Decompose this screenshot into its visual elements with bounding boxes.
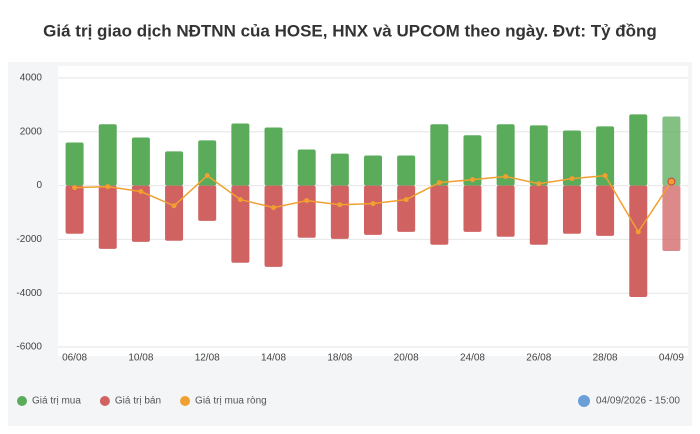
bar [231, 123, 250, 186]
bar [662, 116, 681, 186]
point [503, 173, 509, 179]
bar [596, 126, 615, 186]
y-tick-label: -2000 [16, 234, 42, 245]
bar [198, 185, 217, 221]
bar [529, 125, 548, 186]
bar [562, 130, 581, 186]
bar [264, 127, 283, 186]
bar [131, 185, 150, 242]
bar [165, 185, 184, 241]
point [138, 189, 144, 195]
chart-title: Giá trị giao dịch NĐTNN của HOSE, HNX và… [43, 21, 657, 40]
bar [364, 155, 382, 186]
point [337, 202, 343, 208]
x-tick-label: 26/08 [526, 353, 551, 364]
x-tick-label: 28/08 [593, 353, 618, 364]
bar [364, 185, 382, 235]
x-tick-label: 10/08 [128, 353, 153, 364]
legend-label: Giá trị bán [115, 396, 161, 407]
x-tick-label: 24/08 [460, 353, 485, 364]
bar [98, 185, 117, 249]
legend-label: Giá trị mua ròng [195, 396, 267, 407]
x-tick-label: 12/08 [195, 353, 220, 364]
bar [65, 185, 84, 234]
bar [330, 185, 349, 239]
x-tick-label: 04/09 [659, 353, 684, 364]
bar [131, 137, 150, 186]
point [469, 177, 475, 183]
bar [397, 185, 416, 232]
point [105, 184, 111, 190]
bar [629, 114, 648, 186]
point [271, 205, 277, 211]
point [602, 173, 608, 179]
point [72, 185, 78, 191]
point [536, 181, 542, 187]
bar [662, 185, 681, 251]
bar [463, 135, 482, 186]
bar [629, 185, 648, 297]
x-tick-label: 20/08 [394, 353, 419, 364]
point [370, 201, 376, 207]
y-tick-label: 2000 [20, 126, 43, 137]
bar [430, 124, 449, 186]
y-tick-label: 0 [36, 180, 42, 191]
bar [297, 185, 316, 238]
legend-marker [99, 396, 110, 406]
bar [198, 140, 217, 186]
bar [397, 155, 416, 186]
bar [529, 185, 548, 245]
x-tick-label: 14/08 [261, 353, 286, 364]
bar [596, 185, 615, 236]
point [304, 198, 310, 204]
bar [562, 185, 581, 234]
bar [463, 185, 482, 232]
bar [297, 149, 316, 186]
point [667, 177, 676, 186]
bar [65, 142, 84, 186]
bar [496, 185, 515, 237]
point [403, 197, 409, 203]
bar [165, 151, 184, 186]
bar [231, 185, 250, 263]
x-tick-label: 06/08 [62, 353, 87, 364]
point [204, 173, 210, 179]
point [436, 180, 442, 186]
point [237, 197, 243, 203]
bar [496, 124, 515, 186]
legend-marker [180, 396, 191, 406]
legend-label: Giá trị mua [32, 396, 81, 407]
bar [264, 185, 283, 267]
bar [330, 153, 349, 186]
y-tick-label: -6000 [16, 342, 42, 353]
point [569, 176, 575, 182]
timestamp: 04/09/2026 - 15:00 [596, 396, 680, 407]
bar [430, 185, 449, 245]
y-tick-label: -4000 [16, 288, 42, 299]
y-tick-label: 4000 [20, 73, 43, 84]
point [171, 203, 177, 209]
legend-marker [17, 396, 27, 406]
x-tick-label: 18/08 [327, 353, 352, 364]
bar [98, 124, 117, 186]
point [635, 229, 641, 235]
globe-icon [578, 395, 590, 407]
